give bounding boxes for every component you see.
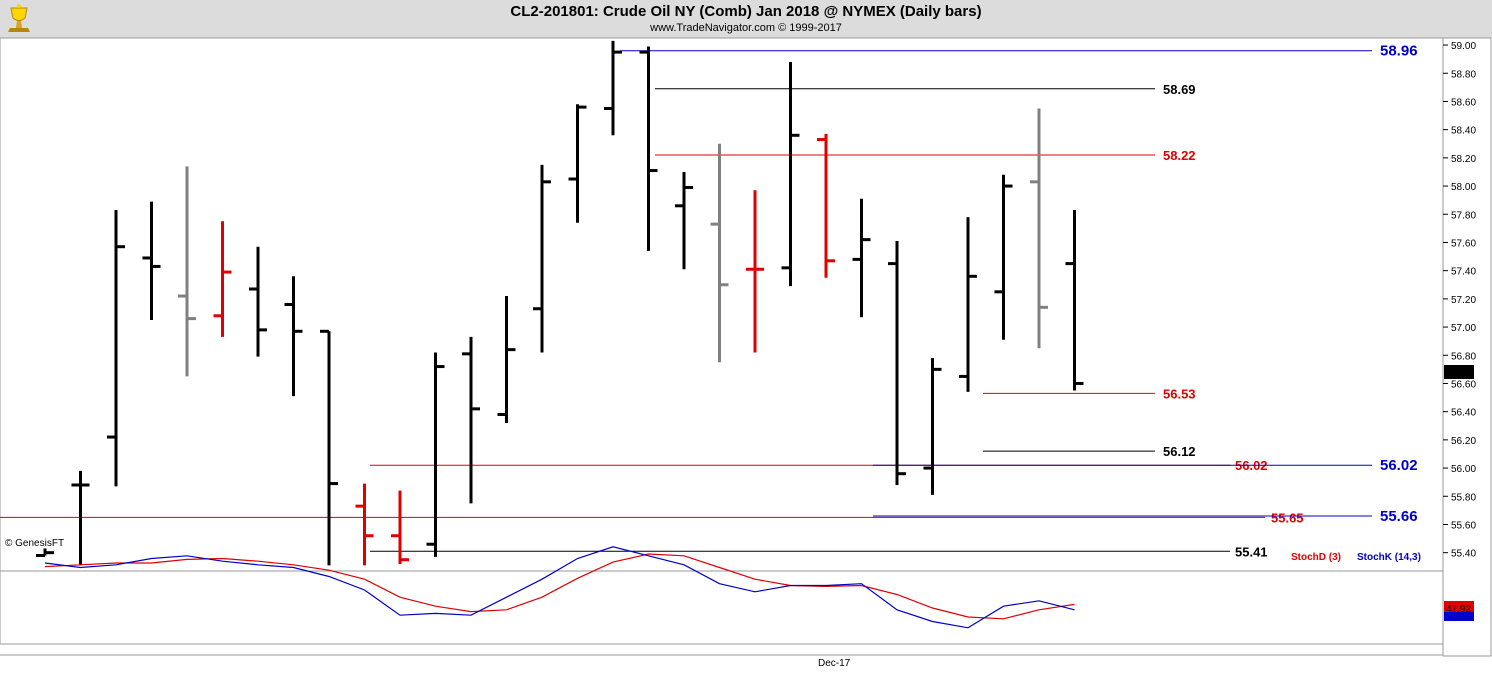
y-tick-label: 57.60 xyxy=(1451,238,1476,249)
y-tick-label: 57.40 xyxy=(1451,267,1476,278)
y-tick-label: 55.40 xyxy=(1451,549,1476,560)
level-label: 56.12 xyxy=(1163,444,1196,459)
level-label: 56.53 xyxy=(1163,386,1196,401)
gold-trophy-icon xyxy=(8,4,30,32)
chart-subtitle: www.TradeNavigator.com © 1999-2017 xyxy=(650,22,842,34)
stochastic-lines xyxy=(44,546,1075,629)
level-label: 58.96 xyxy=(1380,43,1418,60)
y-tick-label: 55.80 xyxy=(1451,492,1476,503)
stoch-last-value: 47.92 xyxy=(1446,604,1471,615)
last-price-tag: 56.60 xyxy=(1444,365,1474,379)
y-tick-label: 56.20 xyxy=(1451,436,1476,447)
indicator-panel-frame xyxy=(0,570,1444,645)
ohlc-bars xyxy=(36,40,1084,566)
level-label: 55.66 xyxy=(1380,508,1418,525)
y-axis-ticks: 59.00 58.80 58.60 58.40 58.20 58.00 57.80 57.60… xyxy=(1443,41,1476,560)
chart-title: CL2-201801: Crude Oil NY (Comb) Jan 2018… xyxy=(510,3,982,20)
level-label: 55.65 xyxy=(1271,510,1304,525)
stochd-line xyxy=(44,553,1075,620)
stochk-line xyxy=(44,546,1075,629)
y-tick-label: 57.00 xyxy=(1451,323,1476,334)
stochk-label: StochK (14,3) xyxy=(1357,552,1421,563)
y-tick-label: 57.20 xyxy=(1451,295,1476,306)
y-tick-label: 56.00 xyxy=(1451,464,1476,475)
y-tick-label: 56.60 xyxy=(1451,379,1476,390)
y-tick-label: 56.40 xyxy=(1451,408,1476,419)
price-panel-frame xyxy=(0,37,1444,572)
y-tick-label: 58.40 xyxy=(1451,126,1476,137)
level-label: 56.02 xyxy=(1380,457,1418,474)
y-tick-label: 58.80 xyxy=(1451,69,1476,80)
stoch-last-tag: 47.92 xyxy=(1444,601,1474,621)
stochd-label: StochD (3) xyxy=(1291,552,1341,563)
y-tick-label: 59.00 xyxy=(1451,41,1476,52)
y-tick-label: 58.60 xyxy=(1451,97,1476,108)
y-tick-label: 55.60 xyxy=(1451,520,1476,531)
chart-header: CL2-201801: Crude Oil NY (Comb) Jan 2018… xyxy=(0,0,1492,38)
last-price-value: 56.60 xyxy=(1447,368,1472,379)
y-tick-label: 58.00 xyxy=(1451,182,1476,193)
y-tick-label: 57.80 xyxy=(1451,210,1476,221)
x-axis-label: Dec-17 xyxy=(818,658,851,669)
level-label: 55.41 xyxy=(1235,544,1268,559)
y-tick-label: 56.80 xyxy=(1451,351,1476,362)
right-axis-frame xyxy=(1442,37,1492,657)
level-label: 58.22 xyxy=(1163,148,1196,163)
watermark: © GenesisFT xyxy=(5,538,64,549)
level-label: 58.69 xyxy=(1163,82,1196,97)
y-tick-label: 58.20 xyxy=(1451,154,1476,165)
